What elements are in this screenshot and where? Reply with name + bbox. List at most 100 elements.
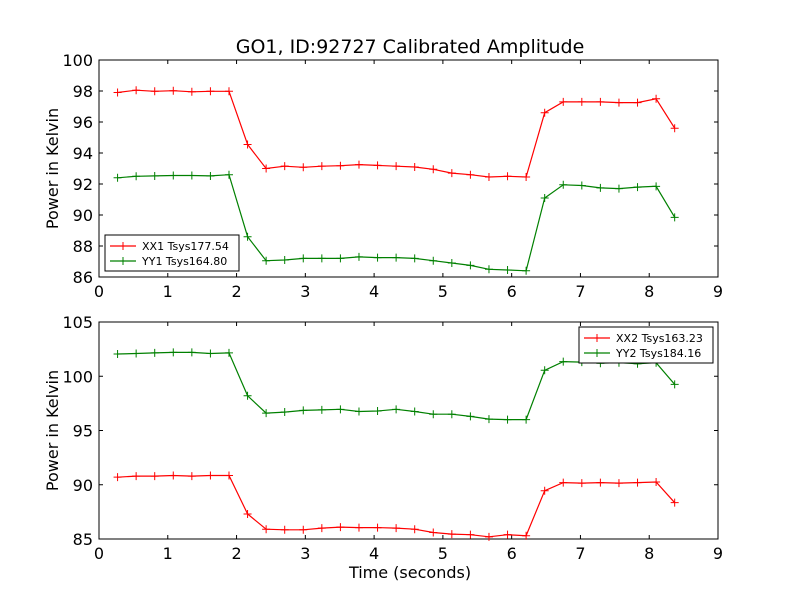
x-tick-label: 6	[507, 544, 517, 563]
data-point	[392, 524, 401, 533]
data-point	[169, 86, 178, 95]
y-tick-label: 86	[73, 268, 93, 287]
data-point	[373, 523, 382, 532]
data-point	[652, 182, 661, 191]
data-point	[299, 525, 308, 534]
legend-marker	[119, 257, 127, 265]
data-point	[540, 486, 549, 495]
data-point	[614, 184, 623, 193]
data-point	[652, 94, 661, 103]
data-point	[633, 478, 642, 487]
data-point	[670, 380, 679, 389]
x-axis-label: Time (seconds)	[348, 563, 471, 582]
x-tick-label: 2	[231, 544, 241, 563]
x-tick-label: 1	[163, 282, 173, 301]
data-point	[354, 160, 363, 169]
data-point	[429, 410, 438, 419]
data-point	[243, 140, 252, 149]
x-tick-label: 8	[644, 282, 654, 301]
y-tick-label: 105	[62, 313, 93, 332]
data-point	[206, 87, 215, 96]
data-point	[410, 525, 419, 534]
data-point	[354, 407, 363, 416]
data-point	[503, 415, 512, 424]
data-point	[224, 471, 233, 480]
data-point	[559, 357, 568, 366]
x-tick-label: 4	[369, 544, 379, 563]
legend-label: YY1 Tsys164.80	[141, 255, 227, 268]
data-point	[187, 348, 196, 357]
y-tick-label: 85	[73, 530, 93, 549]
data-point	[336, 523, 345, 532]
y-tick-label: 95	[73, 422, 93, 441]
data-point	[466, 412, 475, 421]
data-point	[150, 87, 159, 96]
data-point	[447, 530, 456, 539]
data-point	[392, 405, 401, 414]
legend-entry: XX1 Tsys177.54	[110, 240, 229, 253]
data-point	[113, 88, 122, 97]
data-point	[503, 530, 512, 539]
data-point	[522, 266, 531, 275]
data-point	[113, 173, 122, 182]
y-axis-label: Power in Kelvin	[43, 108, 62, 229]
data-point	[596, 183, 605, 192]
y-tick-label: 100	[62, 51, 93, 70]
data-point	[299, 254, 308, 263]
data-point	[392, 253, 401, 262]
data-point	[484, 173, 493, 182]
x-tick-label: 1	[163, 544, 173, 563]
data-point	[224, 87, 233, 96]
y-tick-label: 92	[73, 175, 93, 194]
data-point	[410, 407, 419, 416]
data-point	[187, 472, 196, 481]
legend-entry: YY2 Tsys184.16	[584, 347, 701, 360]
data-point	[317, 162, 326, 171]
data-point	[484, 532, 493, 541]
data-point	[299, 163, 308, 172]
x-tick-label: 6	[507, 282, 517, 301]
x-tick-label: 9	[713, 282, 723, 301]
data-point	[614, 98, 623, 107]
data-point	[559, 478, 568, 487]
x-tick-label: 3	[300, 544, 310, 563]
series-xx2	[113, 471, 679, 541]
data-point	[540, 108, 549, 117]
x-tick-label: 0	[94, 282, 104, 301]
data-point	[503, 266, 512, 275]
data-point	[447, 259, 456, 268]
data-point	[410, 254, 419, 263]
legend-label: XX2 Tsys163.23	[616, 332, 703, 345]
data-point	[187, 87, 196, 96]
subplot-top: 0 1 2 3 4 5 6 7 8 9 86 88 90 92 94 96 98 100 Power in Kelv…	[43, 51, 723, 301]
data-point	[262, 409, 271, 418]
data-point	[132, 86, 141, 95]
data-point	[670, 124, 679, 133]
data-point	[169, 171, 178, 180]
data-point	[373, 161, 382, 170]
data-point	[652, 478, 661, 487]
data-point	[559, 180, 568, 189]
data-point	[224, 170, 233, 179]
data-point	[559, 97, 568, 106]
x-tick-label: 5	[438, 544, 448, 563]
y-tick-label: 90	[73, 476, 93, 495]
data-point	[429, 528, 438, 537]
data-point	[466, 170, 475, 179]
data-point	[336, 405, 345, 414]
data-point	[224, 348, 233, 357]
data-point	[280, 408, 289, 417]
data-point	[596, 478, 605, 487]
legend-entry: XX2 Tsys163.23	[584, 332, 703, 345]
legend: XX2 Tsys163.23 YY2 Tsys184.16	[578, 326, 714, 364]
data-point	[633, 183, 642, 192]
data-point	[243, 232, 252, 241]
y-tick-label: 90	[73, 206, 93, 225]
data-point	[429, 256, 438, 265]
data-point	[577, 181, 586, 190]
data-point	[466, 261, 475, 270]
y-tick-label: 96	[73, 113, 93, 132]
data-point	[354, 523, 363, 532]
data-point	[577, 479, 586, 488]
